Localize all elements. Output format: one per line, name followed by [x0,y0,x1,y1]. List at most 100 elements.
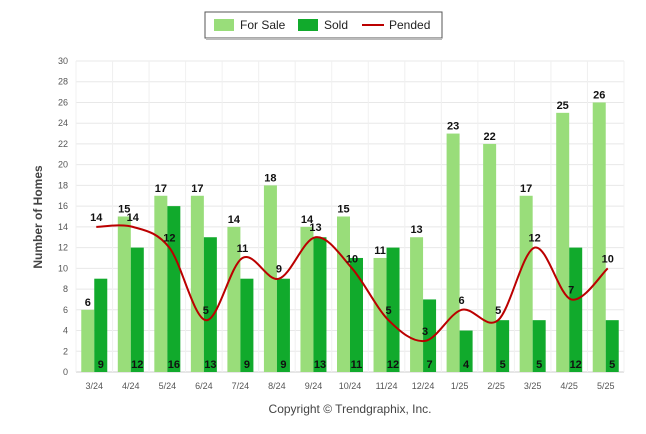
x-tick-label: 6/24 [195,381,213,391]
y-tick-label: 12 [58,243,68,253]
y-tick-label: 20 [58,160,68,170]
y-tick-label: 0 [63,367,68,377]
pended-value-label: 3 [422,326,428,338]
for-sale-value-label: 17 [155,183,167,195]
y-tick-label: 30 [58,56,68,66]
x-tick-label: 1/25 [451,381,469,391]
sold-bar [167,206,181,372]
x-tick-label: 9/24 [305,381,323,391]
sold-bar [605,320,619,372]
for-sale-value-label: 14 [301,214,314,226]
for-sale-value-label: 22 [484,131,496,143]
for-sale-value-label: 25 [557,100,569,112]
sold-bar [459,330,473,372]
y-tick-label: 26 [58,97,68,107]
legend-swatch [214,19,234,31]
pended-value-label: 14 [127,212,140,224]
x-tick-label: 4/24 [122,381,140,391]
y-tick-label: 2 [63,346,68,356]
data-labels: 6915121716171314918914131511111213723422… [85,89,616,371]
x-tick-label: 7/24 [232,381,250,391]
y-tick-label: 6 [63,305,68,315]
x-tick-label: 11/24 [376,381,398,391]
for-sale-bar [117,216,131,372]
for-sale-value-label: 23 [447,121,459,133]
x-tick-label: 10/24 [339,381,362,391]
for-sale-bar [81,309,95,372]
sold-bar [532,320,546,372]
x-tick-label: 4/25 [560,381,578,391]
sold-bar [569,247,583,372]
pended-value-label: 13 [309,222,321,234]
x-tick-label: 5/24 [159,381,177,391]
legend-label: Sold [324,18,348,32]
y-tick-label: 4 [63,326,68,336]
y-tick-label: 28 [58,77,68,87]
sold-value-label: 12 [131,359,143,371]
for-sale-value-label: 17 [520,183,532,195]
for-sale-bar [592,102,606,372]
pended-value-label: 6 [459,295,465,307]
y-tick-label: 16 [58,201,68,211]
sold-value-label: 9 [98,359,104,371]
for-sale-value-label: 26 [593,89,605,101]
pended-line [96,224,609,343]
for-sale-bar [519,195,533,372]
legend-label: For Sale [240,18,286,32]
sold-value-label: 13 [314,359,326,371]
for-sale-bar [410,237,424,372]
legend-swatch [298,19,318,31]
for-sale-bar [190,195,204,372]
sold-value-label: 9 [280,359,286,371]
for-sale-value-label: 15 [118,204,130,216]
for-sale-value-label: 11 [374,245,386,257]
sold-value-label: 4 [463,359,470,371]
pended-value-label: 5 [495,305,501,317]
pended-value-label: 12 [529,233,541,245]
x-tick-label: 5/25 [597,381,615,391]
sold-value-label: 5 [500,359,506,371]
for-sale-value-label: 18 [264,172,276,184]
sold-bar [423,299,437,372]
sold-value-label: 11 [351,359,363,371]
sold-bar [203,237,217,372]
sold-value-label: 16 [168,359,180,371]
for-sale-bar [483,143,497,372]
sold-bar [130,247,144,372]
pended-value-label: 11 [237,243,249,255]
sold-bar [350,257,363,372]
sold-value-label: 13 [204,359,216,371]
pended-value-label: 12 [163,233,175,245]
for-sale-bar [373,257,387,372]
sold-bar [240,278,254,372]
sold-bar [386,247,400,372]
x-tick-label: 3/24 [86,381,104,391]
y-tick-label: 14 [58,222,68,232]
y-tick-label: 22 [58,139,68,149]
legend-items: For Sale Sold Pended [214,18,430,32]
for-sale-bar [154,195,168,372]
for-sale-value-label: 13 [410,224,422,236]
pended-line-layer [96,224,609,343]
bars [81,102,619,372]
sold-value-label: 5 [609,359,615,371]
sold-bar [313,237,327,372]
pended-value-label: 9 [276,264,282,276]
for-sale-value-label: 6 [85,297,91,309]
y-tick-label: 18 [58,180,68,190]
sold-value-label: 12 [387,359,399,371]
y-axis-title: Number of Homes [31,165,45,269]
copyright-credit: Copyright © Trendgraphix, Inc. [269,402,432,416]
pended-value-label: 5 [203,305,209,317]
for-sale-bar [300,226,314,372]
for-sale-value-label: 15 [337,204,349,216]
y-tick-label: 8 [63,284,68,294]
pended-value-label: 5 [385,305,391,317]
for-sale-bar [263,185,277,372]
legend-label: Pended [389,18,430,32]
for-sale-bar [556,112,570,372]
x-tick-label: 12/24 [412,381,435,391]
for-sale-bar [337,216,350,372]
